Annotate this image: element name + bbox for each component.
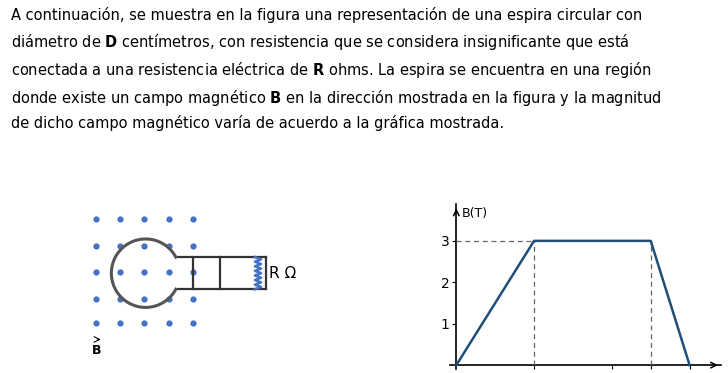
Text: R Ω: R Ω	[269, 266, 296, 281]
Text: B(T): B(T)	[462, 207, 488, 220]
Text: A continuación, se muestra en la figura una representación de una espira circula: A continuación, se muestra en la figura …	[11, 7, 661, 131]
Text: $\mathbf{B}$: $\mathbf{B}$	[90, 344, 101, 357]
